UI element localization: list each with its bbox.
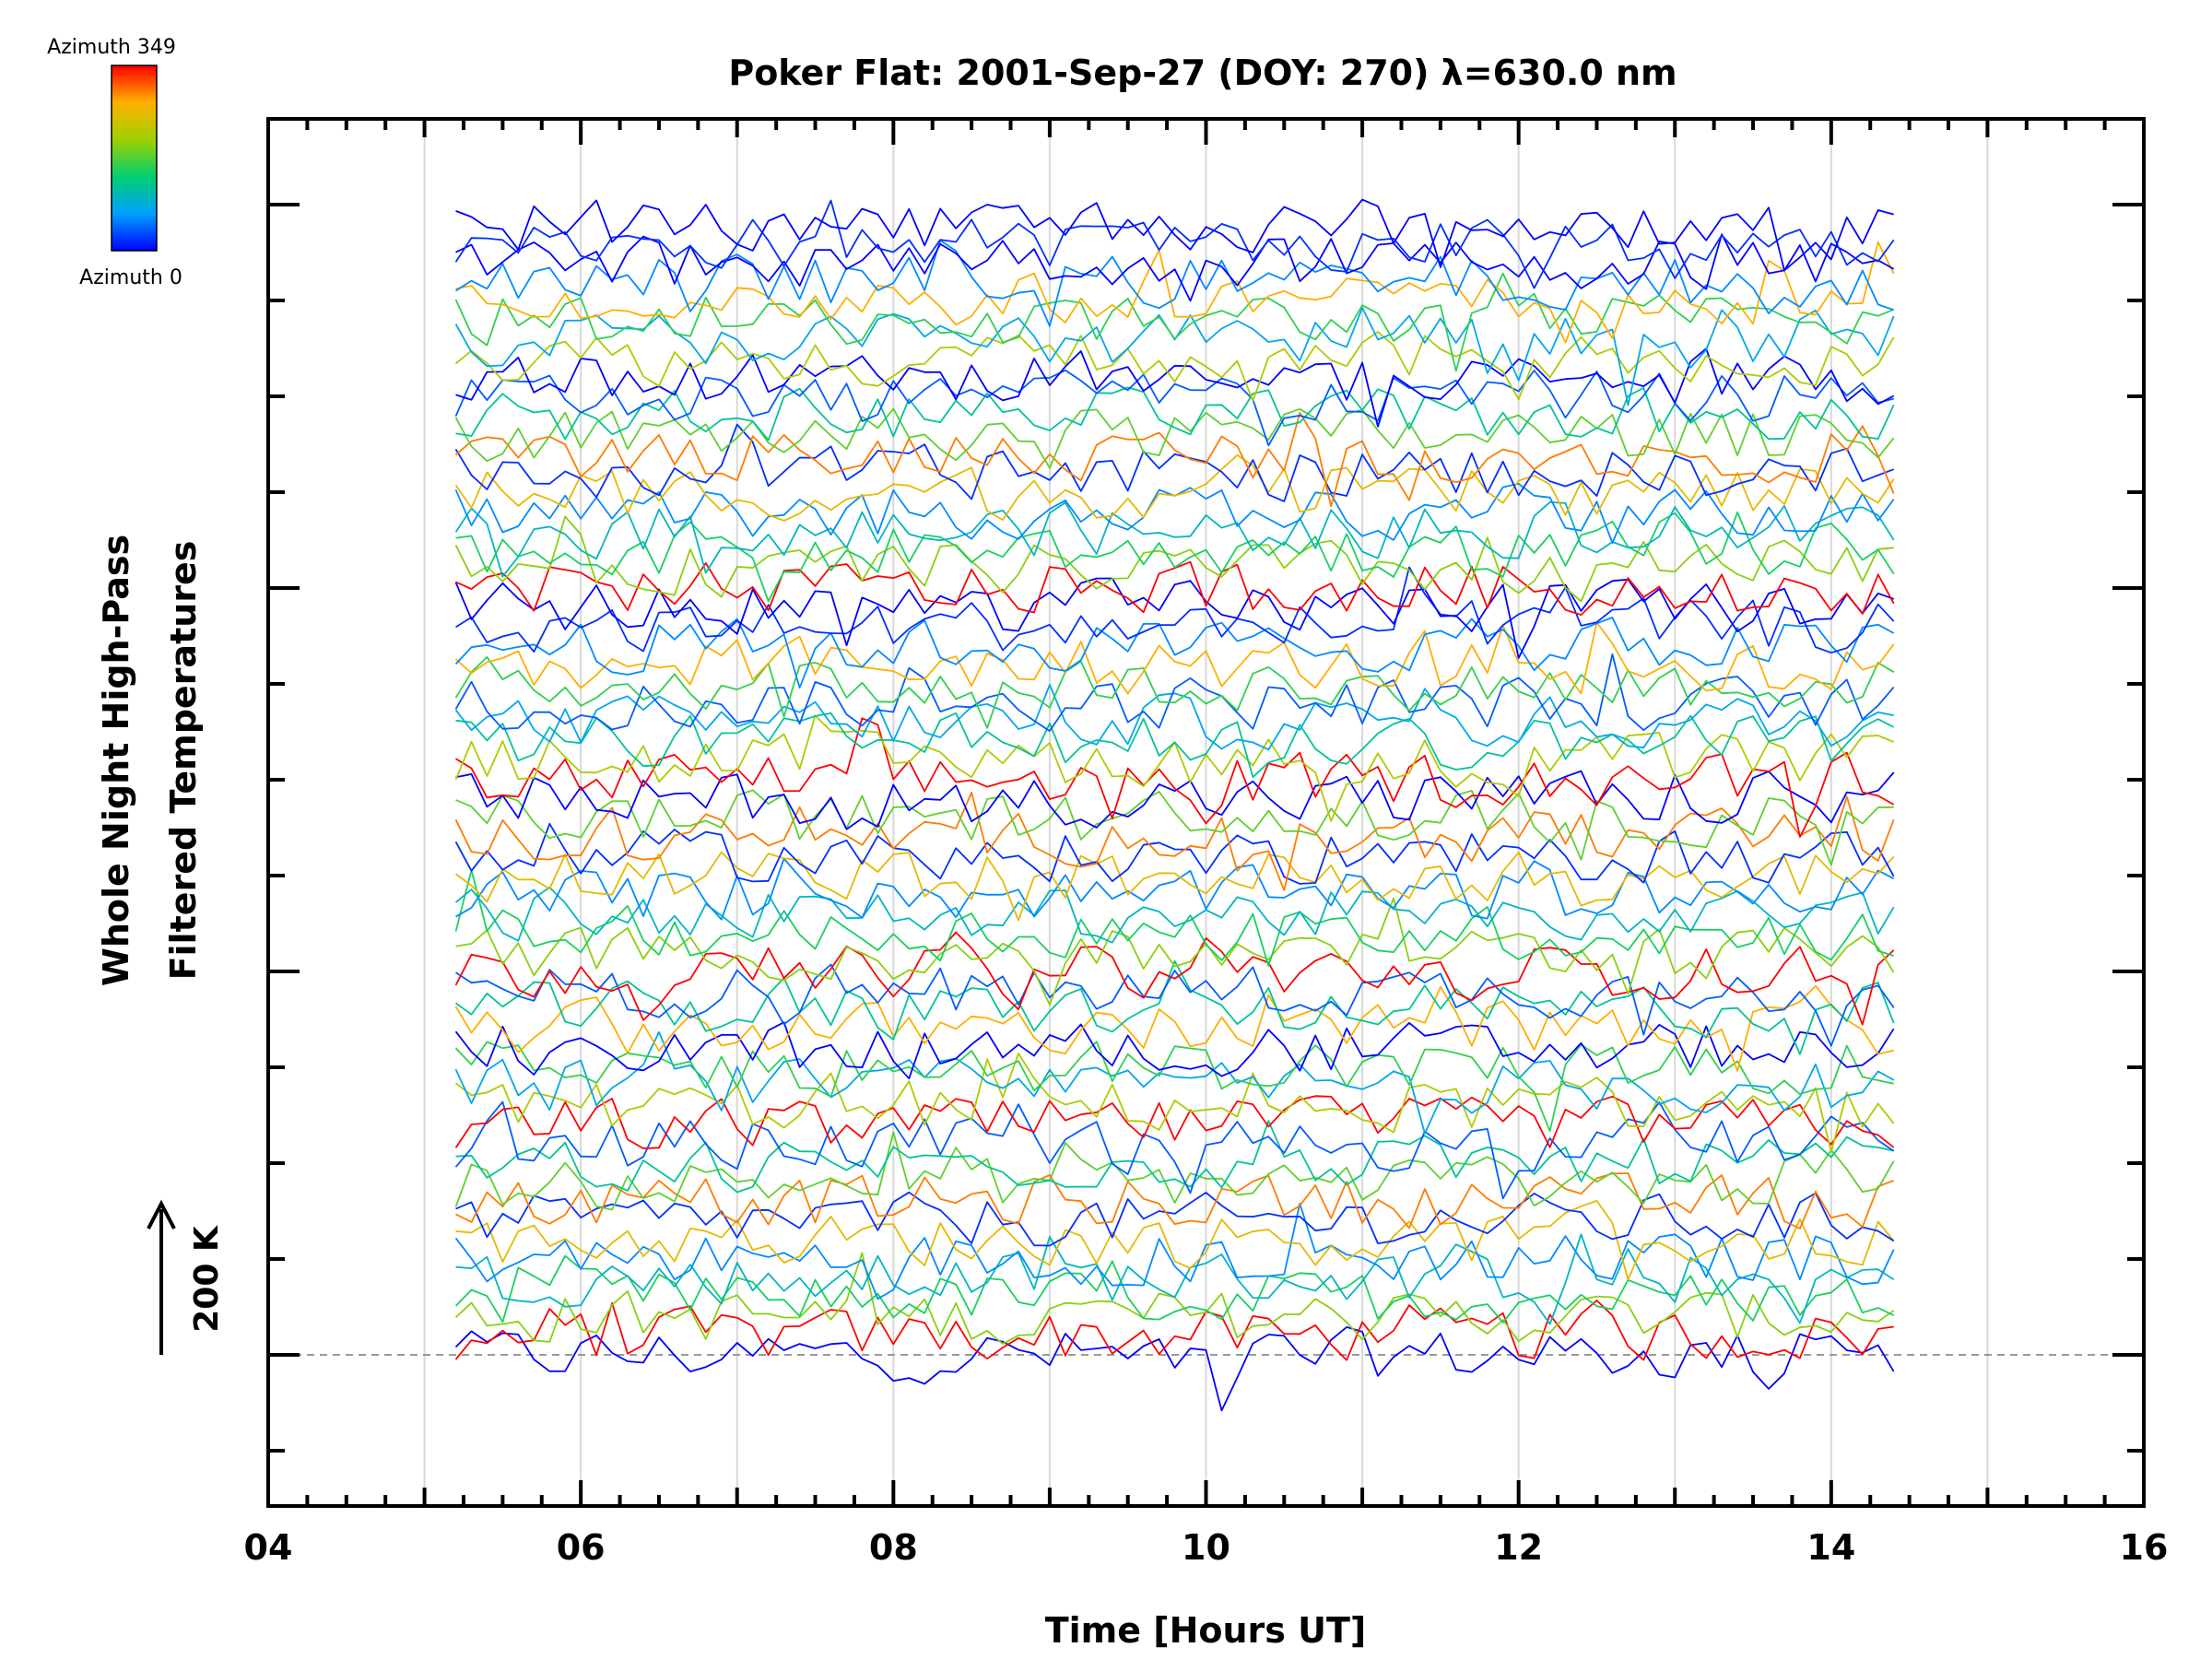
- series-line: [454, 714, 1895, 822]
- series-line: [454, 621, 1895, 695]
- series-line: [455, 560, 1895, 616]
- series-line: [454, 407, 1895, 469]
- series-line: [455, 566, 1895, 654]
- y-axis-label-line-1: Whole Night High-Pass: [96, 535, 136, 986]
- series-line: [454, 653, 1895, 732]
- scale-bar-arrowhead: [147, 1199, 176, 1230]
- series-line: [455, 1120, 1894, 1194]
- series-line: [455, 1233, 1895, 1325]
- series-line: [454, 851, 1895, 922]
- series-line: [455, 770, 1895, 830]
- series-line: [454, 501, 1895, 578]
- series-line: [455, 897, 1895, 1006]
- series-line: [455, 1200, 1895, 1281]
- chart-title: Poker Flat: 2001-Sep-27 (DOY: 270) λ=630…: [728, 53, 1677, 93]
- series-line: [455, 717, 1895, 838]
- series-line: [454, 515, 1894, 603]
- series-line: [455, 386, 1895, 441]
- series-line: [454, 617, 1895, 688]
- series-line: [455, 712, 1895, 779]
- x-gridlines: [423, 119, 1989, 1506]
- series-line: [454, 369, 1894, 447]
- series-line: [455, 857, 1895, 921]
- x-tick-label: 10: [1182, 1527, 1230, 1568]
- x-tick-labels: 04 06 08 10 12 14 16: [244, 1527, 2169, 1568]
- series-line: [454, 1021, 1895, 1080]
- axis-ticks: [266, 119, 2146, 1506]
- series-line: [454, 886, 1895, 944]
- series-line: [455, 511, 1895, 603]
- series-line: [454, 1203, 1895, 1300]
- x-tick-label: 14: [1806, 1527, 1855, 1568]
- series-line: [455, 239, 1894, 327]
- scale-bar-label: 200 K: [188, 1225, 226, 1333]
- series-line: [454, 656, 1895, 729]
- colorbar-bottom-label: Azimuth 0: [79, 266, 182, 289]
- series-line: [454, 412, 1895, 508]
- colorbar-top-label: Azimuth 349: [47, 36, 176, 59]
- x-tick-label: 16: [2120, 1527, 2169, 1568]
- series-line: [454, 199, 1895, 289]
- series-line: [454, 331, 1895, 402]
- colorbar-gradient: [111, 65, 158, 252]
- series-line: [455, 789, 1894, 866]
- series-line: [454, 869, 1894, 967]
- series-line: [455, 1172, 1895, 1230]
- series-line: [454, 1053, 1895, 1153]
- series-line: [454, 1100, 1895, 1200]
- series-line: [454, 306, 1895, 406]
- x-tick-label: 04: [244, 1527, 293, 1568]
- y-axis-label-line-2: Filtered Temperatures: [163, 541, 204, 981]
- series-line: [454, 1326, 1895, 1412]
- series-line: [454, 1041, 1894, 1133]
- series-line: [454, 1254, 1895, 1324]
- x-tick-label: 08: [869, 1527, 918, 1568]
- series-line: [454, 984, 1894, 1072]
- scale-bar: 200 K: [147, 1199, 226, 1355]
- x-axis-label: Time [Hours UT]: [1045, 1610, 1367, 1651]
- series-line: [455, 198, 1894, 272]
- series-line: [454, 1300, 1894, 1361]
- series-line: [454, 791, 1895, 891]
- series-line: [455, 347, 1895, 428]
- x-tick-label: 12: [1494, 1527, 1543, 1568]
- series-line: [454, 577, 1895, 659]
- series-line: [454, 1131, 1895, 1211]
- series-line: [455, 963, 1895, 1047]
- temperature-series: [454, 198, 1895, 1412]
- series-line: [454, 272, 1895, 372]
- y-axis-label: Whole Night High-Pass Filtered Temperatu…: [96, 535, 204, 986]
- series-line: [455, 1191, 1895, 1247]
- series-line: [454, 482, 1895, 544]
- colorbar: Azimuth 349 Azimuth 0: [47, 36, 182, 289]
- series-line: [454, 1095, 1895, 1149]
- series-line: [454, 423, 1895, 502]
- series-line: [454, 931, 1895, 1026]
- x-tick-label: 06: [557, 1527, 606, 1568]
- series-line: [454, 822, 1895, 885]
